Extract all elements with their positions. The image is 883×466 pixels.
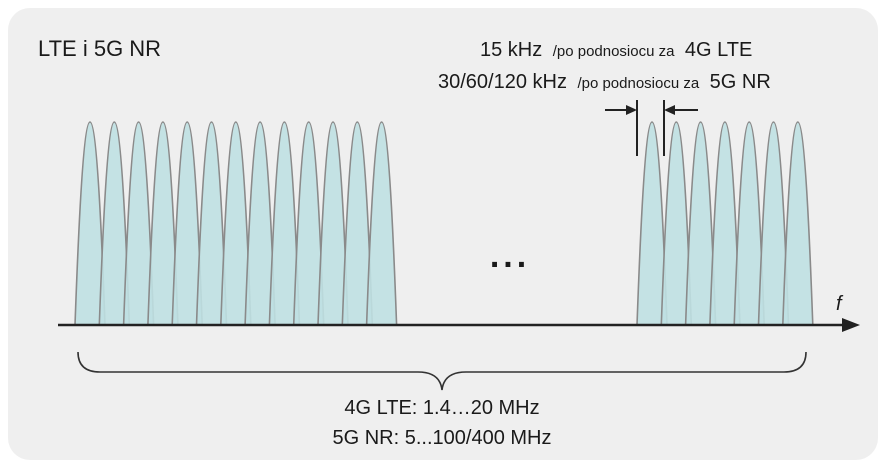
- spacing-nr-connector: /po podnosiocu za: [577, 75, 699, 92]
- spacing-nr-tech: 5G NR: [710, 71, 771, 93]
- diagram-title: LTE i 5G NR: [38, 36, 161, 61]
- frequency-axis-arrowhead: [842, 318, 860, 332]
- frequency-axis-label: f: [836, 293, 844, 315]
- ellipsis: ...: [490, 237, 530, 275]
- spacing-nr-value: 30/60/120 kHz: [438, 71, 567, 93]
- left-subcarrier-group: [74, 121, 398, 326]
- spacing-arrow-right-head: [664, 105, 675, 115]
- spacing-marker: [605, 100, 698, 156]
- spacing-lte-tech: 4G LTE: [685, 39, 752, 61]
- bandwidth-nr-label: 5G NR: 5...100/400 MHz: [333, 427, 552, 449]
- spacing-arrow-left-head: [626, 105, 637, 115]
- frequency-axis: [58, 318, 860, 332]
- right-subcarrier-group: [636, 121, 814, 326]
- spacing-lte-connector: /po podnosiocu za: [553, 43, 675, 60]
- bandwidth-brace: [77, 351, 807, 391]
- spacing-nr-annotation: 30/60/120 kHz /po podnosiocu za 5G NR: [438, 71, 771, 93]
- right-subcarrier-7: [781, 121, 814, 326]
- left-subcarrier-13: [365, 121, 398, 326]
- bandwidth-lte-label: 4G LTE: 1.4…20 MHz: [344, 397, 539, 419]
- spacing-lte-annotation: 15 kHz /po podnosiocu za 4G LTE: [480, 39, 752, 61]
- spacing-lte-value: 15 kHz: [480, 39, 542, 61]
